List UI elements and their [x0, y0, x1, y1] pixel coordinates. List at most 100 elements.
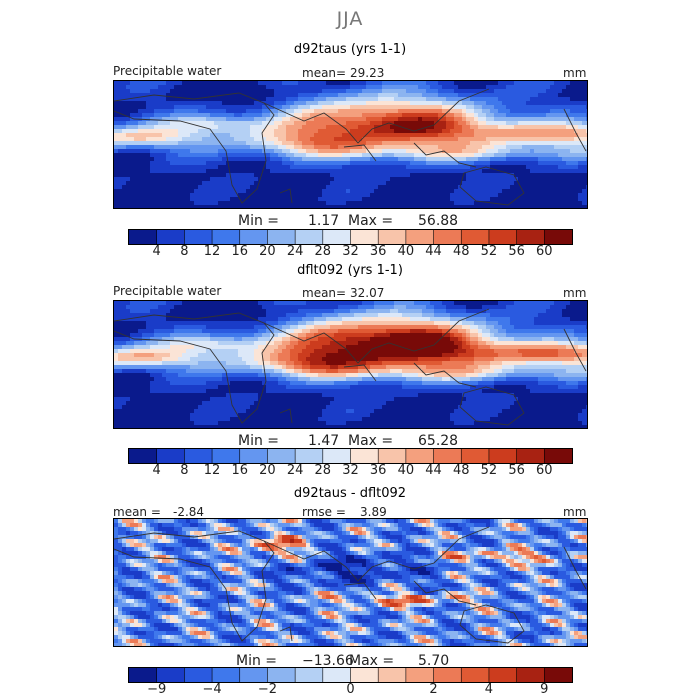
map-cell: [190, 337, 195, 342]
colorbar-tick-label: 8: [180, 244, 189, 259]
map-cell: [426, 169, 431, 174]
map-cell: [130, 109, 135, 114]
map-cell: [406, 153, 411, 158]
map-cell: [134, 165, 139, 170]
map-cell: [438, 141, 443, 146]
map-cell: [286, 85, 291, 90]
colorbar-swatch: [295, 230, 324, 244]
map-cell: [122, 81, 127, 86]
map-cell: [426, 325, 431, 330]
map-cell: [342, 185, 347, 190]
map-cell: [454, 309, 459, 314]
map-cell: [186, 89, 191, 94]
map-cell: [546, 85, 551, 90]
map-cell: [226, 173, 231, 178]
map-cell: [514, 117, 519, 122]
map-cell: [382, 305, 387, 310]
map-cell: [258, 321, 263, 326]
map-cell: [430, 165, 435, 170]
map-cell: [310, 153, 315, 158]
map-cell: [362, 165, 367, 170]
map-cell: [362, 105, 367, 110]
map-cell: [474, 105, 479, 110]
map-cell: [510, 157, 515, 162]
map-cell: [414, 157, 419, 162]
map-cell: [506, 165, 511, 170]
map-cell: [278, 101, 283, 106]
map-cell: [306, 153, 311, 158]
map-cell: [358, 101, 363, 106]
map-cell: [210, 141, 215, 146]
map-cell: [186, 81, 191, 86]
map-cell: [242, 105, 247, 110]
map-cell: [478, 153, 483, 158]
map-cell: [242, 189, 247, 194]
map-cell: [338, 133, 343, 138]
map-cell: [174, 325, 179, 330]
map-cell: [342, 141, 347, 146]
map-cell: [174, 205, 179, 208]
map-cell: [174, 89, 179, 94]
panel2-map: [113, 300, 588, 429]
map-cell: [438, 185, 443, 190]
map-cell: [270, 113, 275, 118]
map-cell: [178, 109, 183, 114]
map-cell: [366, 317, 371, 322]
map-cell: [130, 193, 135, 198]
map-cell: [410, 193, 415, 198]
map-cell: [374, 333, 379, 338]
map-cell: [366, 169, 371, 174]
map-cell: [522, 181, 527, 186]
map-cell: [190, 141, 195, 146]
map-cell: [578, 333, 583, 338]
map-cell: [238, 333, 243, 338]
map-cell: [418, 101, 423, 106]
map-cell: [382, 165, 387, 170]
map-cell: [562, 185, 567, 190]
map-cell: [282, 97, 287, 102]
map-cell: [270, 301, 275, 306]
map-cell: [262, 301, 267, 306]
map-cell: [346, 313, 351, 318]
map-cell: [554, 121, 559, 126]
map-cell: [266, 181, 271, 186]
map-cell: [186, 309, 191, 314]
map-cell: [586, 109, 587, 114]
map-cell: [322, 141, 327, 146]
map-cell: [302, 197, 307, 202]
map-cell: [394, 185, 399, 190]
map-cell: [114, 145, 119, 150]
map-cell: [554, 125, 559, 130]
map-cell: [410, 89, 415, 94]
map-cell: [114, 193, 119, 198]
map-cell: [554, 201, 559, 206]
map-cell: [234, 133, 239, 138]
map-cell: [258, 301, 263, 306]
map-cell: [454, 197, 459, 202]
map-cell: [302, 117, 307, 122]
map-cell: [314, 161, 319, 166]
map-cell: [478, 205, 483, 208]
map-cell: [430, 105, 435, 110]
map-cell: [482, 93, 487, 98]
map-cell: [490, 301, 495, 306]
map-cell: [378, 185, 383, 190]
map-cell: [122, 161, 127, 166]
map-cell: [390, 173, 395, 178]
map-cell: [350, 113, 355, 118]
map-cell: [186, 149, 191, 154]
map-cell: [346, 125, 351, 130]
map-cell: [482, 141, 487, 146]
map-cell: [246, 149, 251, 154]
map-cell: [454, 113, 459, 118]
map-cell: [334, 97, 339, 102]
map-cell: [474, 193, 479, 198]
map-cell: [522, 185, 527, 190]
map-cell: [338, 121, 343, 126]
map-cell: [530, 133, 535, 138]
map-cell: [398, 145, 403, 150]
map-cell: [434, 125, 439, 130]
map-cell: [342, 93, 347, 98]
map-cell: [554, 169, 559, 174]
map-cell: [494, 109, 499, 114]
